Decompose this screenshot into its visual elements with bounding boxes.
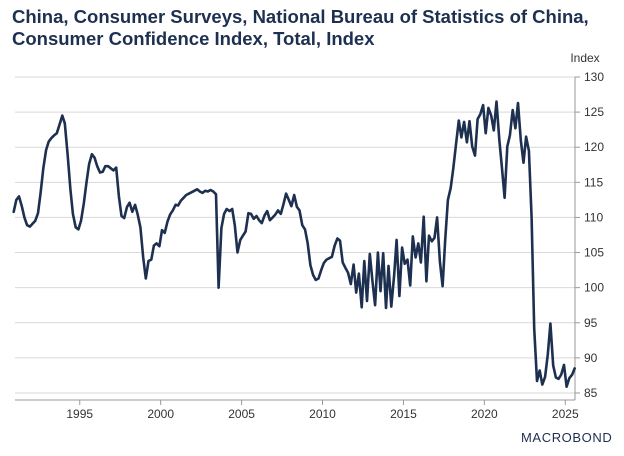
x-tick-label: 2025 bbox=[552, 407, 579, 421]
gridlines bbox=[15, 76, 575, 394]
series-line bbox=[12, 100, 576, 388]
y-tick-label: 95 bbox=[584, 316, 598, 330]
chart-title-line-2: Consumer Confidence Index, Total, Index bbox=[12, 28, 375, 49]
y-tick-label: 100 bbox=[584, 281, 604, 295]
x-axis: 1995 2000 2005 2010 2015 2020 2025 bbox=[15, 399, 579, 421]
x-tick-label: 2010 bbox=[309, 407, 336, 421]
y-tick-label: 125 bbox=[584, 105, 604, 119]
y-tick-label: 120 bbox=[584, 140, 604, 154]
y-tick-label: 130 bbox=[584, 70, 604, 84]
y-axis-unit-label: Index bbox=[570, 51, 599, 65]
y-tick-label: 90 bbox=[584, 351, 598, 365]
x-tick-label: 2020 bbox=[471, 407, 498, 421]
y-tick-label: 115 bbox=[584, 175, 603, 189]
chart-title-line-1: China, Consumer Surveys, National Bureau… bbox=[12, 6, 589, 27]
y-tick-label: 105 bbox=[584, 246, 604, 260]
y-axis: 85 90 95 100 105 110 115 120 125 130 bbox=[574, 70, 604, 400]
chart-title: China, Consumer Surveys, National Bureau… bbox=[12, 6, 612, 50]
y-tick-label: 85 bbox=[584, 386, 598, 400]
x-tick-label: 2015 bbox=[390, 407, 417, 421]
y-tick-label: 110 bbox=[584, 210, 603, 224]
x-tick-label: 1995 bbox=[66, 407, 93, 421]
x-tick-label: 2000 bbox=[147, 407, 174, 421]
x-tick-label: 2005 bbox=[228, 407, 255, 421]
series-group bbox=[12, 100, 576, 388]
macrobond-logo: MACROBOND bbox=[521, 430, 613, 445]
